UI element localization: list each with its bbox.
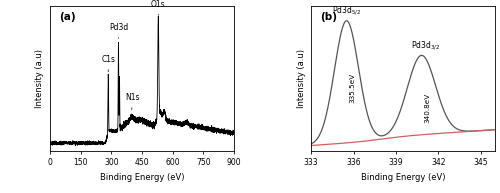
Y-axis label: Intensity (a.u): Intensity (a.u) xyxy=(296,49,306,108)
X-axis label: Binding Energy (eV): Binding Energy (eV) xyxy=(100,173,184,182)
Text: O1s: O1s xyxy=(151,0,166,15)
Text: Pd3d: Pd3d xyxy=(109,23,128,38)
Y-axis label: Intensity (a.u): Intensity (a.u) xyxy=(36,49,44,108)
Text: C1s: C1s xyxy=(101,55,115,72)
Text: (a): (a) xyxy=(59,12,76,22)
Text: Pd3d$_{5/2}$: Pd3d$_{5/2}$ xyxy=(332,4,361,17)
Text: N1s: N1s xyxy=(126,93,140,110)
X-axis label: Binding Energy (eV): Binding Energy (eV) xyxy=(361,173,446,182)
Text: (b): (b) xyxy=(320,12,338,22)
Text: 340.8eV: 340.8eV xyxy=(424,93,430,123)
Text: 335.5eV: 335.5eV xyxy=(349,73,355,103)
Text: Pd3d$_{3/2}$: Pd3d$_{3/2}$ xyxy=(411,39,440,52)
